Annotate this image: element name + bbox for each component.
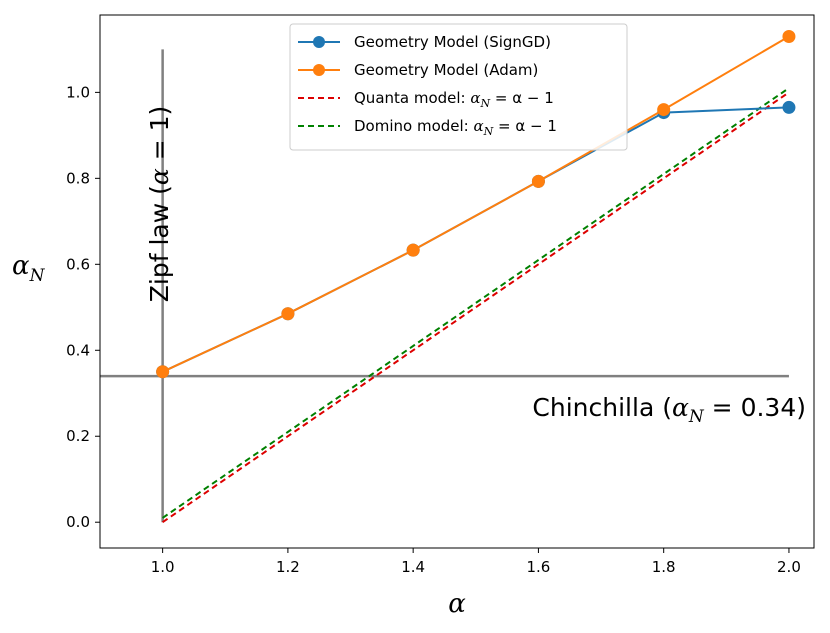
series-1-point-5 (782, 29, 796, 43)
x-tick-label: 1.8 (652, 558, 676, 576)
x-axis-title: α (448, 589, 466, 619)
series-1-point-0 (156, 365, 170, 379)
y-tick-label: 0.2 (66, 427, 90, 445)
y-tick-label: 0.4 (66, 341, 90, 359)
plot-frame (99, 14, 815, 549)
x-tick-label: 1.2 (276, 558, 300, 576)
series-0-point-5 (782, 100, 796, 114)
series-line-2 (162, 91, 790, 524)
series-line-3 (162, 87, 790, 519)
plot-layer (100, 29, 796, 524)
legend-label-quanta: Quanta model: αN = α − 1 (354, 89, 554, 110)
chinchilla-annotation: Chinchilla (αN = 0.34) (532, 393, 806, 427)
y-tick-label: 0.8 (66, 169, 90, 187)
y-tick-label: 0.0 (66, 513, 90, 531)
legend: Geometry Model (SignGD) Geometry Model (… (289, 23, 628, 151)
series-1-point-4 (657, 103, 671, 117)
x-tick-label: 2.0 (777, 558, 801, 576)
x-tick-label: 1.4 (401, 558, 425, 576)
x-tick-label: 1.6 (526, 558, 550, 576)
legend-swatches (298, 36, 340, 127)
legend-label-signgd: Geometry Model (SignGD) (354, 33, 551, 51)
legend-box (289, 23, 628, 151)
y-axis-title: αN (12, 251, 46, 286)
y-tick-label: 1.0 (66, 83, 90, 101)
legend-marker-0 (313, 36, 325, 48)
legend-label-domino: Domino model: αN = α − 1 (354, 117, 557, 138)
legend-marker-1 (313, 64, 325, 76)
x-tick-label: 1.0 (151, 558, 175, 576)
zipf-annotation: Zipf law (α = 1) (145, 106, 174, 303)
tick-layer: 1.0 1.2 1.4 1.6 1.8 2.0 0.0 0.2 0.4 0.6 0.8 1.0 (66, 83, 801, 576)
y-tick-label: 0.6 (66, 255, 90, 273)
series-1-point-3 (531, 174, 545, 188)
series-1-point-2 (406, 243, 420, 257)
legend-label-adam: Geometry Model (Adam) (354, 61, 538, 79)
series-line-1 (162, 35, 790, 373)
series-1-point-1 (281, 307, 295, 321)
